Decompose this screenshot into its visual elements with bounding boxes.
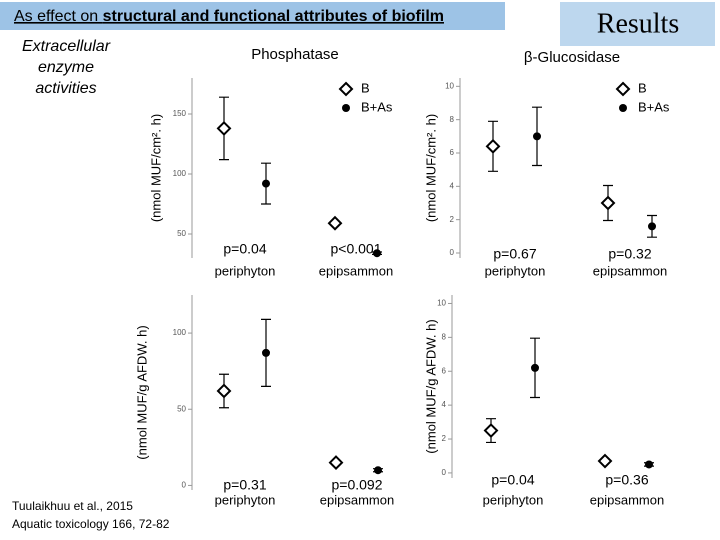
marker-circle bbox=[531, 363, 539, 372]
side-label: enzyme bbox=[38, 59, 94, 76]
y-tick-label: 0 bbox=[442, 468, 447, 477]
y-tick-label: 10 bbox=[437, 299, 446, 308]
section-box bbox=[560, 2, 715, 46]
y-tick-label: 4 bbox=[442, 400, 447, 409]
marker-diamond bbox=[483, 423, 499, 438]
marker-circle bbox=[262, 179, 270, 188]
y-axis-label: (nmol MUF/g AFDW. h) bbox=[134, 325, 149, 459]
side-label: Extracellular bbox=[22, 38, 111, 55]
y-tick-label: 8 bbox=[450, 115, 455, 124]
marker-diamond bbox=[216, 383, 232, 399]
y-tick-label: 0 bbox=[450, 248, 455, 257]
p-value: p=0.04 bbox=[223, 241, 266, 257]
p-value: p=0.32 bbox=[608, 246, 651, 262]
x-tick-label: periphyton bbox=[483, 492, 544, 507]
legend-label: B+As bbox=[361, 99, 393, 114]
x-tick-label: epipsammon bbox=[320, 492, 394, 507]
chart-title: Phosphatase bbox=[251, 46, 339, 63]
section-title: Results bbox=[597, 8, 679, 39]
y-axis-label: (nmol MUF/cm². h) bbox=[148, 114, 163, 222]
legend-label: B bbox=[638, 80, 647, 95]
side-label: activities bbox=[35, 80, 96, 97]
p-value: p=0.36 bbox=[605, 472, 648, 488]
y-tick-label: 50 bbox=[177, 404, 186, 413]
marker-diamond bbox=[615, 81, 631, 97]
x-tick-label: periphyton bbox=[215, 492, 276, 507]
marker-diamond bbox=[600, 195, 616, 211]
header-banner bbox=[0, 2, 505, 30]
marker-diamond bbox=[216, 120, 232, 136]
p-value: p=0.092 bbox=[332, 477, 383, 493]
y-tick-label: 100 bbox=[173, 169, 187, 178]
x-tick-label: periphyton bbox=[215, 263, 276, 278]
p-value: p=0.31 bbox=[223, 477, 266, 493]
p-value: p<0.001 bbox=[331, 241, 382, 257]
marker-diamond bbox=[485, 138, 501, 154]
chart-title: β-Glucosidase bbox=[524, 49, 620, 66]
y-axis-label: (nmol MUF/cm². h) bbox=[423, 114, 438, 222]
header-title-plain: As effect on bbox=[14, 8, 103, 25]
marker-circle bbox=[262, 348, 270, 357]
x-tick-label: epipsammon bbox=[319, 263, 393, 278]
marker-circle bbox=[648, 222, 656, 231]
y-tick-label: 2 bbox=[442, 434, 447, 443]
marker-circle bbox=[342, 104, 350, 112]
marker-circle bbox=[374, 466, 382, 475]
y-tick-label: 2 bbox=[450, 215, 455, 224]
legend-label: B+As bbox=[638, 99, 670, 114]
y-tick-label: 0 bbox=[182, 481, 187, 490]
x-tick-label: epipsammon bbox=[593, 263, 667, 278]
y-tick-label: 100 bbox=[173, 328, 187, 337]
x-tick-label: epipsammon bbox=[590, 492, 664, 507]
p-value: p=0.67 bbox=[493, 246, 536, 262]
y-tick-label: 4 bbox=[450, 181, 455, 190]
y-tick-label: 6 bbox=[450, 148, 455, 157]
citation: Tuulaikhuu et al., 2015 bbox=[12, 499, 133, 513]
y-tick-label: 6 bbox=[442, 366, 447, 375]
marker-diamond bbox=[327, 215, 343, 231]
marker-circle bbox=[619, 104, 627, 112]
p-value: p=0.04 bbox=[491, 472, 534, 488]
marker-diamond bbox=[338, 81, 354, 97]
y-tick-label: 150 bbox=[173, 109, 187, 118]
citation: Aquatic toxicology 166, 72-82 bbox=[12, 517, 170, 531]
x-tick-label: periphyton bbox=[485, 263, 546, 278]
marker-circle bbox=[373, 249, 381, 258]
marker-diamond bbox=[328, 455, 344, 470]
marker-diamond bbox=[597, 453, 613, 469]
y-axis-label: (nmol MUF/g AFDW. h) bbox=[423, 319, 438, 453]
header-title: As effect on structural and functional a… bbox=[14, 8, 444, 25]
marker-circle bbox=[533, 132, 541, 141]
legend-label: B bbox=[361, 80, 370, 95]
y-tick-label: 50 bbox=[177, 229, 186, 238]
marker-circle bbox=[645, 460, 653, 469]
y-tick-label: 8 bbox=[442, 332, 447, 341]
y-tick-label: 10 bbox=[445, 81, 454, 90]
header-title-bold: structural and functional attributes of … bbox=[103, 8, 444, 25]
